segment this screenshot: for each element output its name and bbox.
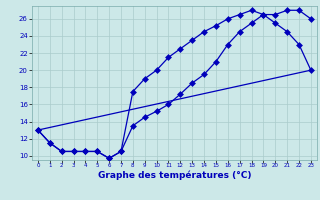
X-axis label: Graphe des températures (°C): Graphe des températures (°C) (98, 171, 251, 180)
